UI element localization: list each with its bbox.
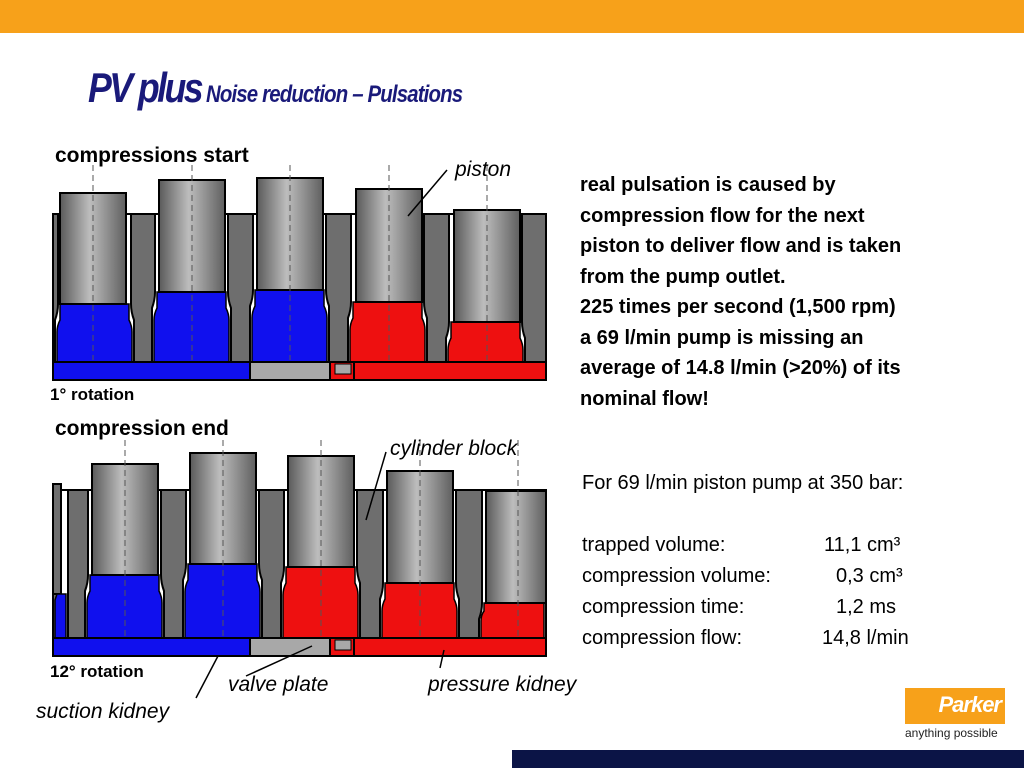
explanation-line: average of 14.8 l/min (>20%) of its [580,357,901,379]
parker-logo: Parker [905,688,1005,724]
center-line [124,440,519,636]
explanation-line: compression flow for the next [580,204,865,227]
pressure-kidney-callout-line [439,649,445,669]
pressure-kidney-label: pressure kidney [428,673,577,696]
spec-row: compression time: 1,2 ms [582,592,909,623]
diagram2-heading: compression end [55,417,229,440]
title-main: PV plus [88,64,204,111]
top-accent-bar [0,0,1024,33]
spec-label: trapped volume: [582,534,726,556]
spec-row: compression volume: 0,3 cm³ [582,561,909,592]
title-sub: Noise reduction – Pulsations [205,81,463,108]
spec-value: 1,2 ms [836,596,897,618]
valve-plate-callout-line [245,645,313,677]
suction-kidney-callout-line [195,655,219,699]
pressure-fluid [349,301,524,363]
explanation-line: a 69 l/min pump is missing an [580,326,864,349]
diagram-compression-end [52,440,547,699]
diagram1-heading: compressions start [55,144,249,167]
rotation-label-2: 12° rotation [50,662,144,681]
logo-tagline: anything possible [905,726,998,740]
valve-plate-label: valve plate [228,673,329,696]
suction-kidney-label: suction kidney [36,700,170,723]
cylinder-callout-line [365,451,387,521]
logo-brand: Parker [938,692,1002,717]
explanation-line: real pulsation is caused by [580,174,836,196]
specs-block: For 69 l/min piston pump at 350 bar: tra… [582,468,909,654]
spec-row: compression flow: 14,8 l/min [582,623,909,654]
valve-plate [52,361,547,381]
explanation-line: nominal flow! [580,387,709,410]
footer-bar [512,750,1024,768]
diagram-compressions-start [52,165,547,381]
rotation-label-1: 1° rotation [50,385,135,404]
valve-plate [52,637,547,657]
spec-label: compression volume: [582,565,771,587]
spec-value: 14,8 l/min [822,627,909,649]
center-line [92,165,488,360]
explanation-line: from the pump outlet. [580,265,786,288]
spec-label: compression time: [582,596,745,618]
specs-heading: For 69 l/min piston pump at 350 bar: [582,472,904,494]
spec-value: 11,1 cm³ [824,534,901,556]
explanation-text: real pulsation is caused by compression … [580,170,1010,414]
spec-value: 0,3 cm³ [836,565,903,587]
piston-callout-line [407,169,448,217]
slide-title: PV plus Noise reduction – Pulsations [88,64,507,112]
explanation-line: piston to deliver flow and is taken [580,235,902,257]
piston-label: piston [455,158,512,181]
cylinder-block-label: cylinder block [390,437,518,460]
spec-row: trapped volume: 11,1 cm³ [582,530,909,561]
explanation-line: 225 times per second (1,500 rpm) [580,296,896,318]
spec-label: compression flow: [582,627,743,649]
